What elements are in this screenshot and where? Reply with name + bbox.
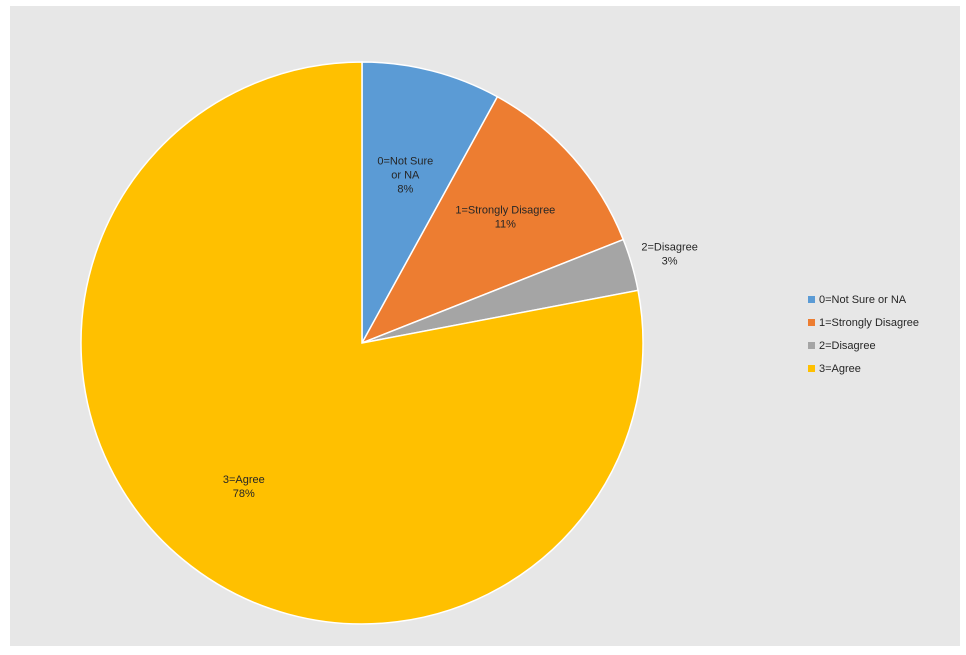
pie-slice-3-agree — [80, 61, 644, 625]
pie-chart: 0=Not Sure or NA 8% 1=Strongly Disagree 11% 2… — [80, 61, 698, 625]
pie-slice-1-strongly-disagree — [360, 95, 625, 345]
data-label-1-strongly-disagree: 1=Strongly Disagree 11% — [455, 205, 555, 231]
legend-label: 3=Agree — [819, 362, 861, 375]
legend-swatch — [808, 296, 815, 303]
data-label-0-not-sure-or-na: 0=Not Sure or NA 8% — [377, 155, 433, 195]
data-label-3-agree: 3=Agree 78% — [223, 474, 265, 500]
legend-swatch — [808, 319, 815, 326]
legend-item-2-disagree: 2=Disagree — [808, 334, 919, 357]
pie-slice-0-not-sure-or-na — [361, 61, 499, 344]
legend-label: 1=Strongly Disagree — [819, 316, 919, 329]
legend-item-1-strongly-disagree: 1=Strongly Disagree — [808, 311, 919, 334]
legend-swatch — [808, 342, 815, 349]
legend-label: 0=Not Sure or NA — [819, 293, 907, 306]
legend-item-3-agree: 3=Agree — [808, 357, 919, 380]
data-label-2-disagree: 2=Disagree 3% — [641, 242, 698, 268]
legend: 0=Not Sure or NA 1=Strongly Disagree 2=Dis… — [808, 288, 919, 380]
legend-swatch — [808, 365, 815, 372]
legend-item-0-not-sure-or-na: 0=Not Sure or NA — [808, 288, 919, 311]
chart-area: 0=Not Sure or NA 8% 1=Strongly Disagree 11% 2… — [10, 6, 960, 646]
legend-label: 2=Disagree — [819, 339, 876, 352]
